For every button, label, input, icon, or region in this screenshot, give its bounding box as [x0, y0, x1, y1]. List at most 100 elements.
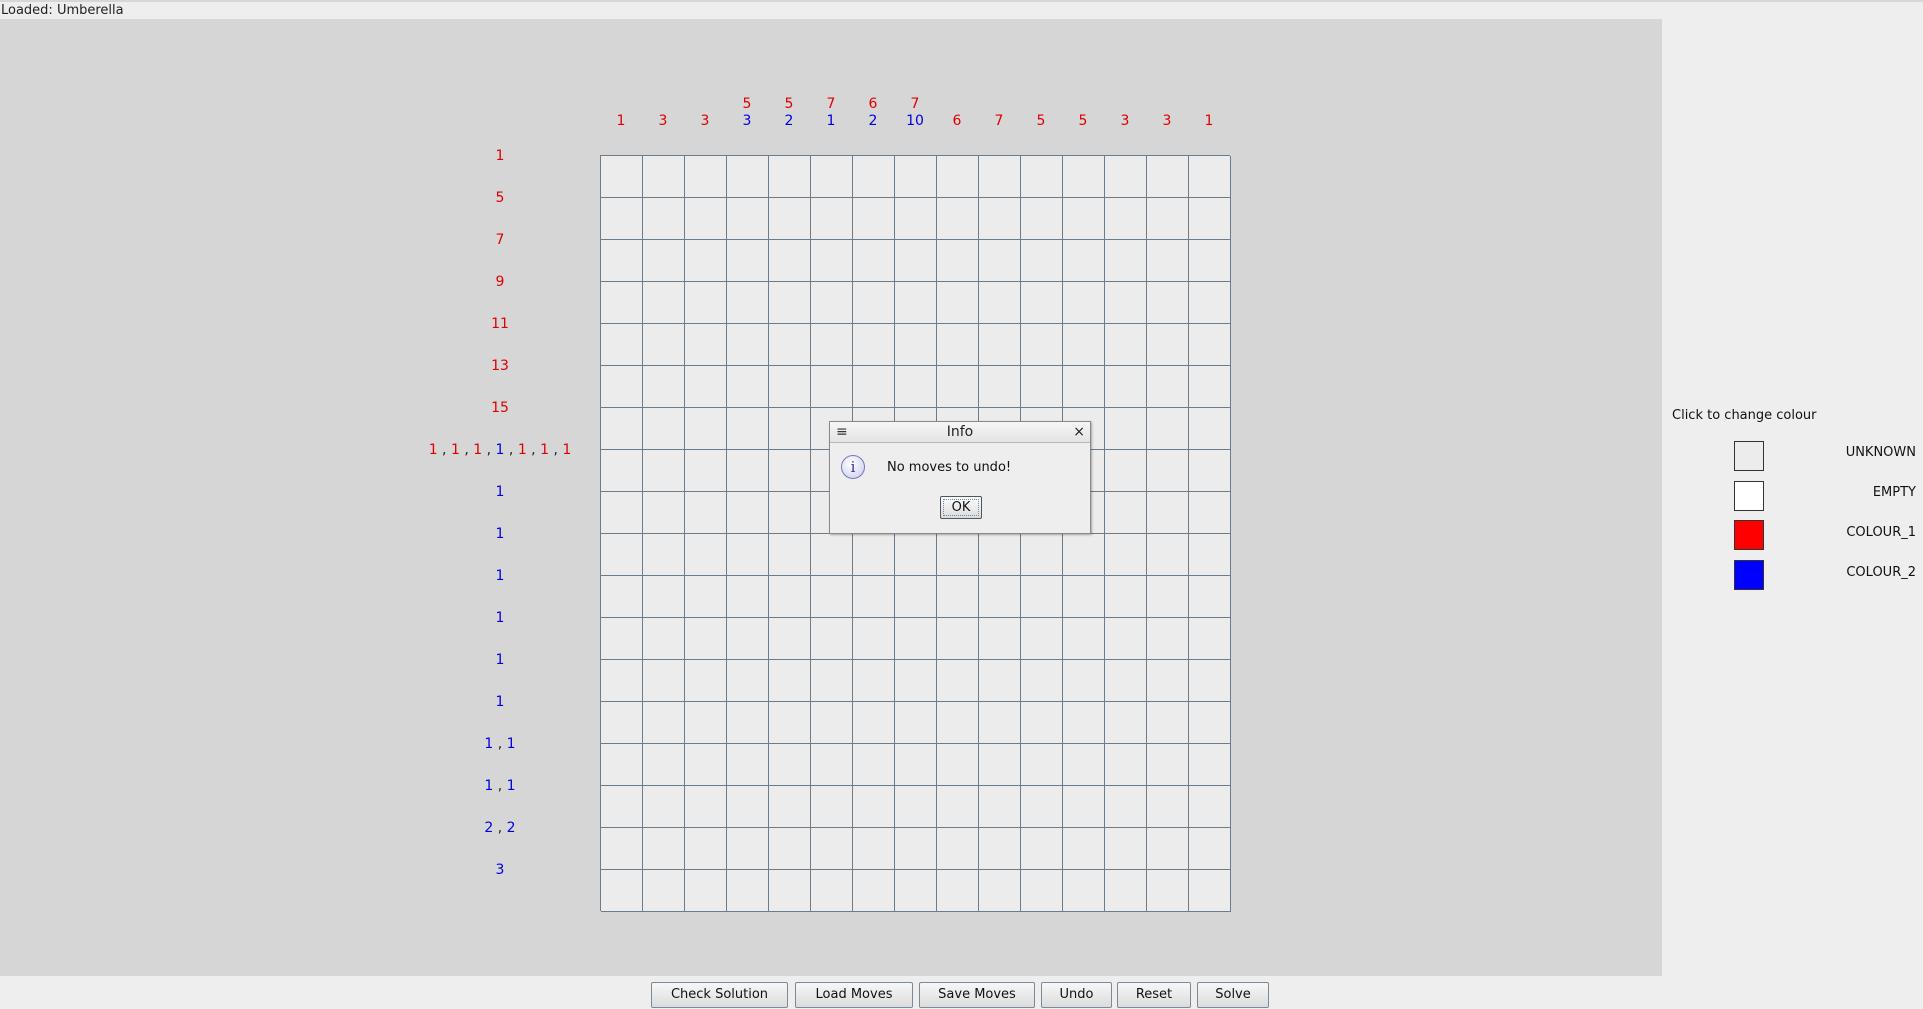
grid-cell[interactable]	[1147, 240, 1189, 282]
grid-cell[interactable]	[769, 450, 811, 492]
grid-cell[interactable]	[601, 282, 643, 324]
grid-cell[interactable]	[1021, 744, 1063, 786]
grid-cell[interactable]	[811, 870, 853, 912]
grid-cell[interactable]	[937, 198, 979, 240]
grid-cell[interactable]	[853, 702, 895, 744]
grid-cell[interactable]	[853, 576, 895, 618]
grid-cell[interactable]	[1147, 744, 1189, 786]
grid-cell[interactable]	[601, 198, 643, 240]
grid-cell[interactable]	[727, 618, 769, 660]
grid-cell[interactable]	[643, 534, 685, 576]
swatch-empty[interactable]	[1734, 481, 1764, 511]
grid-cell[interactable]	[643, 366, 685, 408]
grid-cell[interactable]	[1105, 534, 1147, 576]
grid-cell[interactable]	[937, 240, 979, 282]
grid-cell[interactable]	[1063, 660, 1105, 702]
grid-cell[interactable]	[1189, 618, 1231, 660]
grid-cell[interactable]	[1189, 828, 1231, 870]
grid-cell[interactable]	[1021, 702, 1063, 744]
grid-cell[interactable]	[1021, 576, 1063, 618]
grid-cell[interactable]	[1021, 870, 1063, 912]
grid-cell[interactable]	[769, 366, 811, 408]
grid-cell[interactable]	[1021, 324, 1063, 366]
grid-cell[interactable]	[769, 408, 811, 450]
grid-cell[interactable]	[601, 450, 643, 492]
load-moves-button[interactable]: Load Moves	[795, 982, 913, 1008]
grid-cell[interactable]	[811, 324, 853, 366]
grid-cell[interactable]	[1147, 828, 1189, 870]
grid-cell[interactable]	[895, 366, 937, 408]
grid-cell[interactable]	[601, 828, 643, 870]
grid-cell[interactable]	[1147, 492, 1189, 534]
grid-cell[interactable]	[601, 408, 643, 450]
grid-cell[interactable]	[937, 618, 979, 660]
swatch-colour-1[interactable]	[1734, 520, 1764, 550]
grid-cell[interactable]	[643, 492, 685, 534]
grid-cell[interactable]	[685, 366, 727, 408]
grid-cell[interactable]	[685, 282, 727, 324]
grid-cell[interactable]	[1105, 240, 1147, 282]
grid-cell[interactable]	[937, 156, 979, 198]
grid-cell[interactable]	[1063, 198, 1105, 240]
grid-cell[interactable]	[1063, 870, 1105, 912]
grid-cell[interactable]	[1063, 156, 1105, 198]
grid-cell[interactable]	[853, 198, 895, 240]
grid-cell[interactable]	[769, 702, 811, 744]
grid-cell[interactable]	[643, 282, 685, 324]
grid-cell[interactable]	[811, 618, 853, 660]
grid-cell[interactable]	[643, 618, 685, 660]
grid-cell[interactable]	[1105, 198, 1147, 240]
grid-cell[interactable]	[643, 240, 685, 282]
grid-cell[interactable]	[811, 366, 853, 408]
grid-cell[interactable]	[895, 534, 937, 576]
grid-cell[interactable]	[1189, 576, 1231, 618]
grid-cell[interactable]	[1063, 366, 1105, 408]
grid-cell[interactable]	[727, 660, 769, 702]
grid-cell[interactable]	[1105, 324, 1147, 366]
grid-cell[interactable]	[1147, 198, 1189, 240]
grid-cell[interactable]	[937, 324, 979, 366]
grid-cell[interactable]	[979, 240, 1021, 282]
grid-cell[interactable]	[853, 870, 895, 912]
grid-cell[interactable]	[937, 786, 979, 828]
grid-cell[interactable]	[1063, 240, 1105, 282]
grid-cell[interactable]	[1189, 156, 1231, 198]
grid-cell[interactable]	[727, 198, 769, 240]
grid-cell[interactable]	[601, 618, 643, 660]
menu-icon[interactable]: ≡	[836, 424, 848, 440]
grid-cell[interactable]	[643, 828, 685, 870]
grid-cell[interactable]	[937, 744, 979, 786]
grid-cell[interactable]	[979, 828, 1021, 870]
grid-cell[interactable]	[1189, 870, 1231, 912]
grid-cell[interactable]	[895, 576, 937, 618]
check-solution-button[interactable]: Check Solution	[651, 982, 788, 1008]
grid-cell[interactable]	[1021, 828, 1063, 870]
grid-cell[interactable]	[643, 702, 685, 744]
grid-cell[interactable]	[1105, 492, 1147, 534]
grid-cell[interactable]	[811, 786, 853, 828]
grid-cell[interactable]	[1021, 786, 1063, 828]
grid-cell[interactable]	[1021, 534, 1063, 576]
grid-cell[interactable]	[1105, 870, 1147, 912]
grid-cell[interactable]	[769, 828, 811, 870]
grid-cell[interactable]	[727, 786, 769, 828]
grid-cell[interactable]	[643, 870, 685, 912]
grid-cell[interactable]	[769, 618, 811, 660]
grid-cell[interactable]	[1147, 408, 1189, 450]
grid-cell[interactable]	[769, 660, 811, 702]
grid-cell[interactable]	[853, 828, 895, 870]
save-moves-button[interactable]: Save Moves	[919, 982, 1035, 1008]
grid-cell[interactable]	[601, 534, 643, 576]
grid-cell[interactable]	[685, 156, 727, 198]
grid-cell[interactable]	[979, 576, 1021, 618]
grid-cell[interactable]	[1021, 156, 1063, 198]
grid-cell[interactable]	[979, 366, 1021, 408]
grid-cell[interactable]	[643, 576, 685, 618]
grid-cell[interactable]	[979, 198, 1021, 240]
grid-cell[interactable]	[1189, 240, 1231, 282]
grid-cell[interactable]	[685, 198, 727, 240]
grid-cell[interactable]	[643, 408, 685, 450]
grid-cell[interactable]	[601, 240, 643, 282]
grid-cell[interactable]	[601, 744, 643, 786]
grid-cell[interactable]	[1147, 324, 1189, 366]
